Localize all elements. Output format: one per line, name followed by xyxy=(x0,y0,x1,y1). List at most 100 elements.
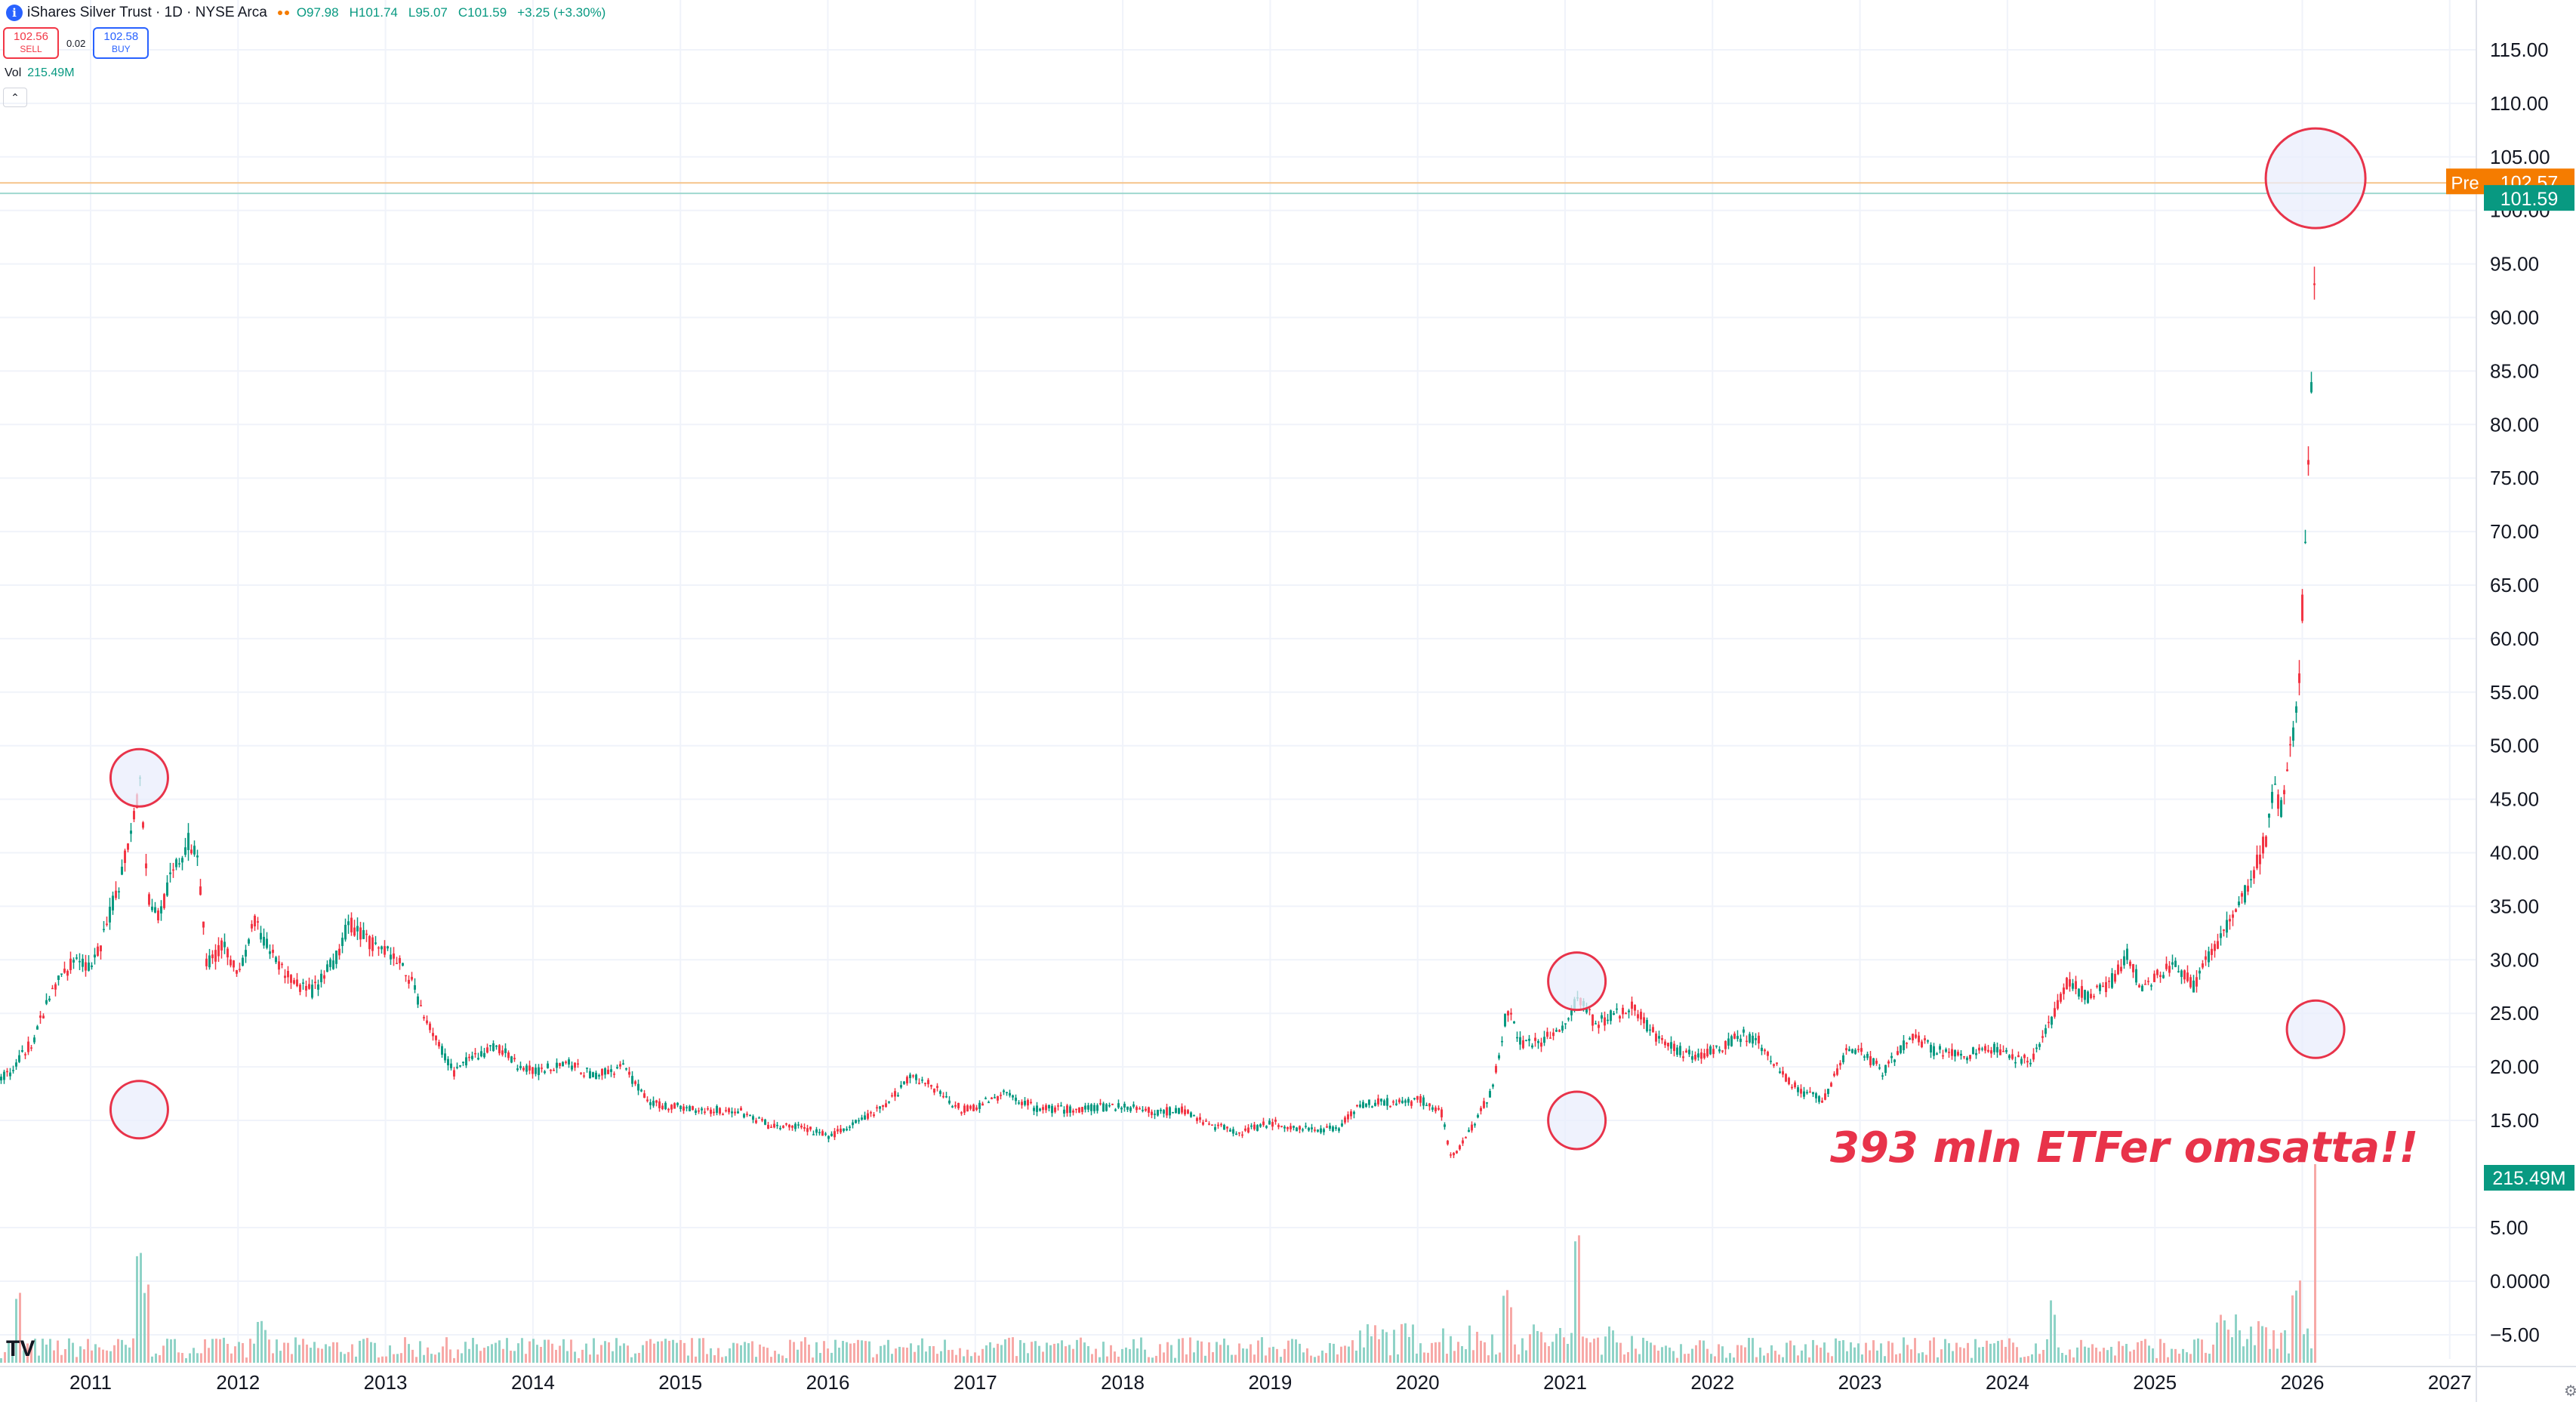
candle-body xyxy=(1776,1062,1778,1065)
volume-bar xyxy=(763,1346,765,1363)
candle-body xyxy=(214,950,217,962)
candle-body xyxy=(245,950,247,957)
volume-value-box xyxy=(2484,1165,2574,1191)
candle-body xyxy=(1673,1043,1675,1052)
candle-body xyxy=(1398,1099,1400,1103)
volume-bar xyxy=(1669,1347,1671,1363)
volume-bar xyxy=(2246,1339,2248,1363)
candle-body xyxy=(1232,1129,1234,1134)
volume-bar xyxy=(1287,1340,1290,1363)
last-price-label: 101.59 xyxy=(2501,189,2558,210)
candle-body xyxy=(308,984,310,989)
candle-body xyxy=(1875,1060,1878,1065)
volume-bar xyxy=(1982,1347,1984,1363)
volume-bar xyxy=(646,1341,648,1363)
sell-button[interactable]: 102.56 SELL xyxy=(3,27,59,59)
grid-lines xyxy=(0,0,2476,1359)
settings-gear-icon[interactable]: ⚙ xyxy=(2564,1383,2576,1400)
volume-bar xyxy=(672,1339,674,1363)
candle-body xyxy=(2247,886,2249,892)
info-icon[interactable]: i xyxy=(6,5,23,21)
volume-bar xyxy=(174,1339,176,1363)
candle-body xyxy=(2090,994,2092,998)
candle-body xyxy=(1906,1043,1908,1044)
candle-body xyxy=(263,936,265,946)
volume-bar xyxy=(902,1347,904,1363)
candle-body xyxy=(2223,929,2225,931)
volume-bar xyxy=(1729,1353,1731,1363)
candle-body xyxy=(577,1063,579,1065)
candle-body xyxy=(770,1126,772,1128)
volume-bar xyxy=(2284,1330,2286,1363)
volume-bar xyxy=(1351,1340,1354,1363)
buy-button[interactable]: 102.58 BUY xyxy=(93,27,149,59)
candle-body xyxy=(2132,963,2134,972)
candle-body xyxy=(54,984,57,990)
candle-body xyxy=(1066,1105,1068,1114)
candle-body xyxy=(374,942,377,944)
volume-bar xyxy=(2016,1347,2018,1363)
volume-bar xyxy=(1208,1342,1210,1363)
collapse-legend-button[interactable]: ⌃ xyxy=(3,88,27,107)
candle-body xyxy=(1356,1105,1358,1107)
volume-bar xyxy=(1616,1342,1618,1363)
candle-body xyxy=(646,1099,649,1102)
candle-body xyxy=(1685,1050,1687,1053)
volume-bar xyxy=(2227,1330,2229,1363)
volume-bar xyxy=(1457,1342,1459,1363)
candle-body xyxy=(698,1110,700,1112)
volume-bar xyxy=(668,1340,670,1363)
highlight-circles xyxy=(109,127,2367,1151)
candle-body xyxy=(1549,1037,1551,1039)
volume-bar xyxy=(1778,1354,1780,1363)
volume-bar xyxy=(951,1349,954,1363)
volume-bar xyxy=(1850,1342,1852,1363)
volume-bar xyxy=(1378,1339,1380,1363)
volume-bar xyxy=(1468,1325,1471,1363)
candle-body xyxy=(2229,919,2231,922)
candle-body xyxy=(1368,1099,1370,1105)
candle-body xyxy=(142,822,144,828)
volume-bar xyxy=(932,1346,935,1363)
candle-body xyxy=(891,1095,893,1097)
candle-body xyxy=(1918,1035,1920,1043)
candle-body xyxy=(1540,1042,1542,1047)
candle-body xyxy=(1202,1122,1204,1125)
candle-body xyxy=(1610,1010,1612,1021)
candle-body xyxy=(1465,1137,1467,1139)
candle-body xyxy=(1129,1107,1132,1111)
symbol-title[interactable]: iShares Silver Trust · 1D · NYSE Arca xyxy=(27,5,267,20)
volume-bar xyxy=(1774,1351,1776,1363)
volume-bar xyxy=(1529,1334,1531,1363)
y-tick-label: 90.00 xyxy=(2490,307,2539,329)
candle-body xyxy=(60,973,63,975)
candle-body xyxy=(1839,1062,1841,1066)
volume-bar xyxy=(853,1343,855,1363)
candle-body xyxy=(1715,1045,1718,1047)
volume-bar xyxy=(528,1341,531,1363)
candle-body xyxy=(359,927,362,940)
tradingview-logo-icon[interactable]: TV xyxy=(6,1336,35,1361)
volume-bar xyxy=(887,1339,889,1363)
volume-bar xyxy=(374,1342,376,1363)
volume-bar xyxy=(2114,1355,2116,1363)
volume-bar xyxy=(1419,1343,1422,1363)
volume-bar xyxy=(729,1348,731,1363)
volume-bar xyxy=(1031,1342,1033,1363)
volume-bar xyxy=(883,1345,886,1363)
candle-body xyxy=(1878,1067,1881,1069)
candle-body xyxy=(1730,1036,1733,1046)
candle-body xyxy=(1256,1125,1259,1131)
candle-body xyxy=(818,1132,821,1133)
candle-body xyxy=(399,957,401,963)
candle-body xyxy=(704,1111,706,1113)
volume-bar xyxy=(1068,1345,1071,1363)
candle-body xyxy=(1676,1047,1678,1055)
candle-body xyxy=(489,1045,491,1046)
candle-body xyxy=(2147,981,2149,982)
volume-bar xyxy=(1219,1345,1222,1363)
candle-body xyxy=(1102,1103,1105,1112)
volume-bar xyxy=(1374,1325,1376,1363)
